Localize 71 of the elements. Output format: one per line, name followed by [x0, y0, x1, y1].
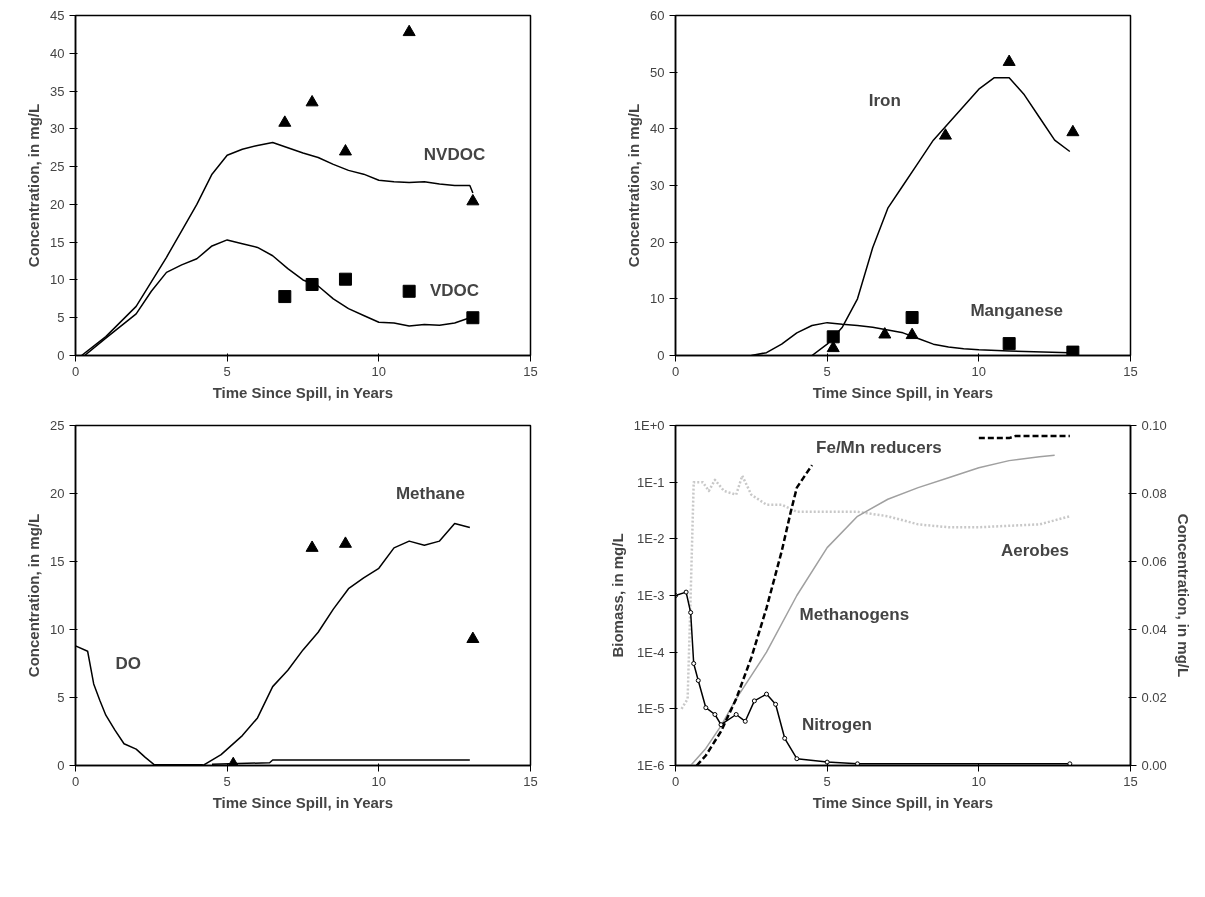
x-tick-label: 15 — [1123, 773, 1138, 789]
y-tick-label: 40 — [650, 121, 665, 137]
y-tick-label: 0 — [57, 348, 65, 363]
annotation: DO — [115, 654, 142, 673]
y-tick-label: 1E-3 — [637, 588, 665, 603]
y-tick-label: 20 — [650, 234, 665, 250]
y-axis-title: Biomass, in mg/L — [608, 533, 626, 658]
y-tick-label: 30 — [50, 121, 65, 137]
y-tick-label: 40 — [50, 45, 65, 61]
y-tick-label: 50 — [650, 64, 665, 80]
y-axis-title: Concentration, in mg/L — [625, 103, 643, 268]
x-tick-label: 10 — [971, 363, 987, 379]
annotation: Manganese — [970, 300, 1064, 320]
annotation: NVDOC — [423, 145, 486, 165]
annotation: Aerobes — [1000, 540, 1069, 560]
annotation: VDOC — [429, 281, 480, 301]
y-tick-label: 5 — [57, 690, 65, 705]
x-tick-label: 0 — [671, 363, 680, 379]
y2-tick-label: 0.10 — [1141, 418, 1167, 433]
y-tick-label: 15 — [50, 554, 65, 569]
y-tick-label: 15 — [50, 234, 65, 250]
y-tick-label: 20 — [50, 196, 65, 212]
y-tick-label: 10 — [50, 272, 65, 288]
annotation: Fe/Mn reducers — [816, 438, 942, 458]
x-tick-label: 15 — [1123, 363, 1138, 379]
y-tick-label: 20 — [50, 486, 65, 501]
y-tick-label: 5 — [57, 310, 65, 326]
y-tick-label: 60 — [650, 8, 665, 23]
y-tick-label: 1E-1 — [637, 474, 665, 490]
y-tick-label: 10 — [650, 291, 665, 307]
x-tick-label: 10 — [971, 773, 987, 789]
annotation: Methane — [395, 484, 465, 503]
x-tick-label: 5 — [823, 773, 831, 789]
x-tick-label: 5 — [823, 363, 831, 379]
annotation: Iron — [868, 91, 901, 110]
y-tick-label: 35 — [50, 83, 65, 99]
x-tick-label: 15 — [523, 363, 538, 379]
y2-tick-label: 0.02 — [1141, 690, 1167, 705]
y-tick-label: 25 — [50, 159, 65, 175]
y-axis-title: Concentration, in mg/L — [25, 513, 43, 678]
x-tick-label: 15 — [523, 773, 538, 789]
y-tick-label: 45 — [50, 8, 65, 23]
x-tick-label: 5 — [223, 773, 231, 789]
y-tick-label: 1E+0 — [633, 418, 665, 433]
y2-tick-label: 0.04 — [1141, 622, 1167, 637]
y-tick-label: 1E-2 — [637, 531, 665, 547]
y-tick-label: 0 — [657, 348, 665, 363]
y-tick-label: 25 — [50, 418, 65, 433]
annotation: Nitrogen — [802, 715, 872, 735]
y-tick-label: 30 — [650, 178, 665, 193]
y2-tick-label: 0.00 — [1141, 758, 1167, 773]
y-tick-label: 1E-4 — [637, 644, 665, 660]
x-tick-label: 0 — [71, 773, 80, 789]
x-tick-label: 5 — [223, 363, 231, 379]
y2-tick-label: 0.08 — [1141, 486, 1167, 501]
y2-axis-title: Concentration, in mg/L — [1174, 513, 1192, 678]
x-tick-label: 10 — [371, 363, 387, 379]
x-axis-title: Time Since Spill, in Years — [812, 383, 994, 401]
y2-tick-label: 0.06 — [1141, 554, 1167, 569]
y-tick-label: 1E-6 — [637, 758, 665, 773]
y-tick-label: 1E-5 — [637, 701, 665, 717]
x-axis-title: Time Since Spill, in Years — [812, 793, 994, 811]
x-tick-label: 10 — [371, 773, 387, 789]
x-tick-label: 0 — [671, 773, 680, 789]
x-tick-label: 0 — [71, 363, 80, 379]
y-tick-label: 10 — [50, 622, 65, 637]
x-axis-title: Time Since Spill, in Years — [212, 383, 394, 401]
y-axis-title: Concentration, in mg/L — [25, 103, 43, 268]
y-tick-label: 0 — [57, 758, 65, 773]
annotation: Methanogens — [799, 604, 910, 624]
x-axis-title: Time Since Spill, in Years — [212, 793, 394, 811]
